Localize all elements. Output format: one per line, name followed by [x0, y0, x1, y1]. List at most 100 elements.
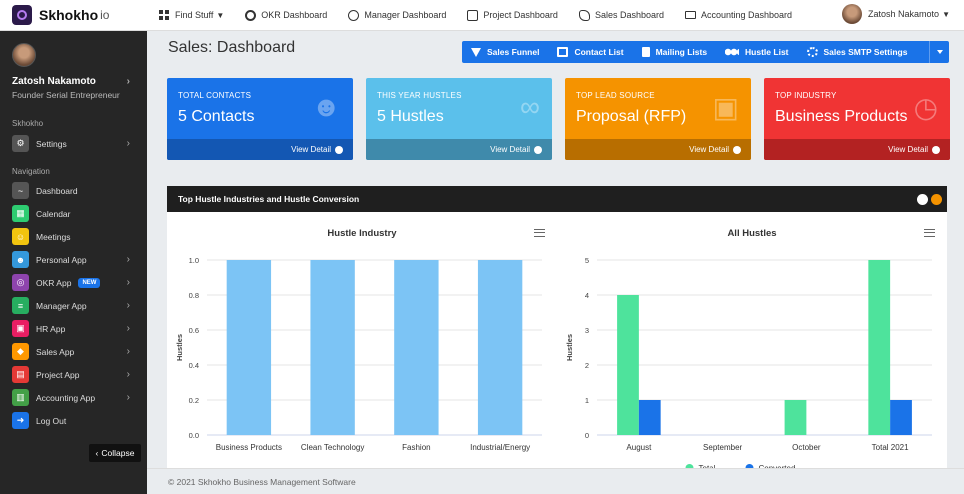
- stat-label: TOTAL CONTACTS: [178, 91, 252, 100]
- stat-value: 5 Contacts: [178, 108, 255, 125]
- bar-total[interactable]: [868, 260, 891, 435]
- section-title-navigation: Navigation: [12, 167, 50, 176]
- minimize-icon[interactable]: [931, 194, 942, 205]
- user-menu[interactable]: Zatosh Nakamoto ▼: [842, 4, 950, 24]
- brand-logo-icon: [12, 5, 32, 25]
- collapse-button[interactable]: ‹ Collapse: [89, 444, 141, 462]
- chevron-right-icon: ›: [126, 138, 130, 149]
- topnav-find-stuff[interactable]: Find Stuff ▼: [159, 9, 225, 21]
- user-circle-icon: [348, 9, 360, 21]
- handshake-icon: [578, 9, 590, 21]
- sidebar-item-project-app[interactable]: ▤ Project App ›: [0, 363, 147, 386]
- bar-total[interactable]: [617, 295, 639, 435]
- view-detail-link[interactable]: View Detail: [764, 139, 950, 160]
- sidebar-item-meetings[interactable]: ☺ Meetings: [0, 225, 147, 248]
- x-tick-label: Industrial/Energy: [470, 443, 530, 452]
- chevron-left-icon: ‹: [95, 448, 99, 458]
- bar-total[interactable]: [784, 400, 807, 435]
- chart-all-hustles: All Hustles 0 1 2 3 4 5 Hustles August September…: [557, 212, 947, 473]
- sidebar-item-label: Log Out: [36, 415, 67, 426]
- topnav-label: Sales Dashboard: [594, 10, 664, 20]
- sidebar-item-label: OKR App: [36, 277, 72, 288]
- x-tick-label: Clean Technology: [301, 443, 364, 452]
- sidebar-item-label: Meetings: [36, 231, 71, 242]
- y-tick-label: 0.4: [189, 361, 199, 370]
- gear-icon: ⚙: [12, 135, 29, 152]
- panel-title: Top Hustle Industries and Hustle Convers…: [178, 194, 360, 204]
- calculator-icon: ▥: [12, 389, 29, 406]
- y-tick-label: 1.0: [189, 256, 199, 265]
- target-icon: [245, 9, 257, 21]
- view-detail-link[interactable]: View Detail: [167, 139, 353, 160]
- bar[interactable]: [310, 260, 355, 435]
- move-icon[interactable]: [917, 194, 928, 205]
- sales-funnel-button[interactable]: Sales Funnel: [462, 41, 548, 63]
- link-label: View Detail: [888, 145, 928, 154]
- x-tick-label: Total 2021: [872, 443, 909, 452]
- bar[interactable]: [226, 260, 272, 435]
- link-label: View Detail: [291, 145, 331, 154]
- sidebar-item-personal-app[interactable]: ☻ Personal App ›: [0, 248, 147, 271]
- bar-converted[interactable]: [890, 400, 912, 435]
- toolbar-dropdown-button[interactable]: [929, 41, 949, 63]
- arrow-circle-right-icon: [335, 145, 343, 154]
- sidebar-item-hr-app[interactable]: ▣ HR App ›: [0, 317, 147, 340]
- contact-list-button[interactable]: Contact List: [548, 41, 632, 63]
- sidebar-item-okr-app[interactable]: ◎ OKR App NEW ›: [0, 271, 147, 294]
- button-label: Sales Funnel: [487, 47, 540, 57]
- x-tick-label: Fashion: [402, 443, 430, 452]
- hustle-panel: Top Hustle Industries and Hustle Convers…: [167, 186, 947, 473]
- chevron-right-icon: ›: [126, 369, 130, 380]
- sidebar-item-settings[interactable]: ⚙ Settings ›: [0, 132, 147, 155]
- bar-converted[interactable]: [638, 400, 661, 435]
- brand-name: Skhokho: [39, 7, 99, 23]
- funnel-icon: [471, 47, 481, 57]
- sidebar-item-dashboard[interactable]: ~ Dashboard: [0, 179, 147, 202]
- profile[interactable]: Zatosh Nakamoto › Founder Serial Entrepr…: [0, 31, 147, 100]
- sales-smtp-settings-button[interactable]: Sales SMTP Settings: [798, 41, 917, 63]
- y-tick-label: 3: [585, 326, 589, 335]
- footer-text: © 2021 Skhokho Business Management Softw…: [168, 476, 356, 487]
- topnav-sales-dashboard[interactable]: Sales Dashboard: [578, 9, 664, 21]
- sidebar-item-accounting-app[interactable]: ▥ Accounting App ›: [0, 386, 147, 409]
- topnav-okr-dashboard[interactable]: OKR Dashboard: [245, 9, 327, 21]
- topnav-project-dashboard[interactable]: Project Dashboard: [467, 9, 558, 21]
- brand-suffix: io: [100, 8, 110, 22]
- hustle-list-button[interactable]: Hustle List: [716, 41, 797, 63]
- chevron-down-icon: ▼: [216, 10, 225, 20]
- sidebar-item-log-out[interactable]: ➜ Log Out: [0, 409, 147, 432]
- sidebar-item-label: Personal App: [36, 254, 87, 265]
- sidebar-item-sales-app[interactable]: ◆ Sales App ›: [0, 340, 147, 363]
- chart-title: Hustle Industry: [327, 228, 397, 239]
- bar[interactable]: [394, 260, 439, 435]
- users-icon: ☻: [311, 91, 341, 122]
- chevron-right-icon: ›: [126, 254, 130, 265]
- topnav-manager-dashboard[interactable]: Manager Dashboard: [348, 9, 446, 21]
- avatar: [842, 4, 863, 24]
- chevron-down-icon: ▼: [942, 9, 950, 19]
- bar[interactable]: [477, 260, 523, 435]
- section-title-skhokho: Skhokho: [12, 119, 44, 128]
- chevron-down-icon: [936, 50, 943, 54]
- clock-icon: ◷: [913, 92, 938, 123]
- menu-icon[interactable]: [534, 229, 545, 237]
- sidebar-item-label: Accounting App: [36, 392, 96, 403]
- topnav-accounting-dashboard[interactable]: Accounting Dashboard: [684, 10, 792, 20]
- arrow-circle-right-icon: [733, 145, 741, 154]
- x-tick-label: October: [792, 443, 821, 452]
- mailing-lists-button[interactable]: Mailing Lists: [633, 41, 716, 63]
- chevron-right-icon: ›: [126, 346, 130, 357]
- brand[interactable]: Skhokho io: [0, 5, 147, 25]
- button-label: Mailing Lists: [655, 47, 708, 57]
- sidebar-item-calendar[interactable]: ▦ Calendar: [0, 202, 147, 225]
- tag-icon: ◆: [12, 343, 29, 360]
- target-icon: ◎: [12, 274, 29, 291]
- sidebar-item-manager-app[interactable]: ≡ Manager App ›: [0, 294, 147, 317]
- clipboard-icon: ▤: [12, 366, 29, 383]
- y-tick-label: 0.8: [189, 291, 199, 300]
- profile-name: Zatosh Nakamoto: [12, 76, 96, 87]
- view-detail-link[interactable]: View Detail: [366, 139, 552, 160]
- menu-icon[interactable]: [924, 229, 935, 237]
- sidebar-item-label: Manager App: [36, 300, 87, 311]
- view-detail-link[interactable]: View Detail: [565, 139, 751, 160]
